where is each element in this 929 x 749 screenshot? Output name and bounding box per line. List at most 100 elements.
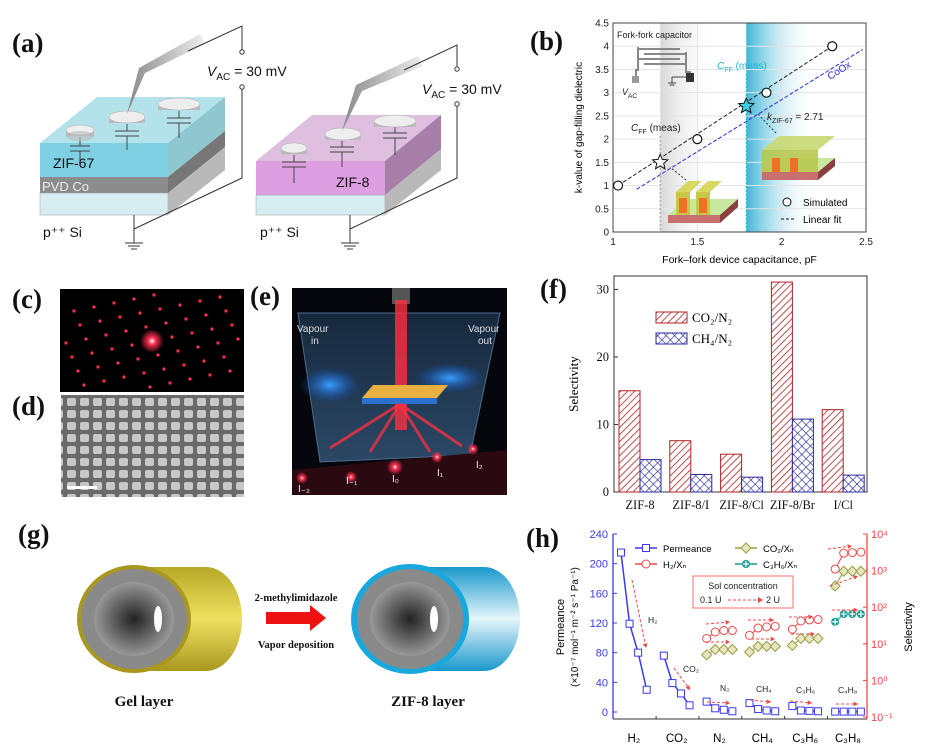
x-tick-label: 2: [779, 237, 785, 248]
diffraction-spot: [72, 309, 76, 313]
diffraction-spot: [188, 377, 192, 381]
diffraction-spot: [178, 303, 182, 307]
gel-layer-tube: [77, 565, 242, 673]
sol-concentration-box: Sol concentration 0.1 U 2 U: [692, 575, 794, 609]
electrode-disks: [280, 114, 417, 154]
data-point-cross: [849, 611, 856, 618]
trend-arrowhead: [853, 575, 858, 580]
data-point: [788, 702, 797, 711]
diffraction-spot: [230, 323, 234, 327]
diffraction-spot: [142, 371, 146, 375]
diffraction-spot: [132, 297, 136, 301]
data-point: [786, 639, 799, 652]
series-line: [706, 701, 733, 712]
series-line: [834, 570, 861, 587]
inset-title: Fork-fork capacitor: [617, 30, 692, 40]
vapour-out-label: Vapour out: [468, 324, 500, 347]
legend-label: CO₂/N₂: [692, 310, 732, 325]
zif67-label: ZIF-67: [53, 155, 94, 171]
diffraction-spot: [130, 343, 134, 347]
diffraction-spot: [90, 351, 94, 355]
y-tick-label: 3.5: [595, 65, 609, 76]
nanostructure-inset-conformal: [762, 136, 835, 180]
y-tick-label: 40: [596, 677, 608, 689]
data-point: [728, 707, 737, 716]
trend-arrow: [673, 667, 691, 691]
sample-substrate: [362, 398, 437, 404]
gas-annotation: H₂: [648, 615, 657, 625]
data-point: [839, 707, 848, 716]
diffraction-spot: [92, 305, 96, 309]
diffraction-spot: [210, 327, 214, 331]
pvd-co-layer: [40, 177, 168, 193]
diffraction-spot: [190, 331, 194, 335]
zif8-label: ZIF-8: [336, 174, 370, 190]
x-tick-label: C₃H₆: [792, 733, 818, 745]
y-tick-label: 160: [590, 588, 608, 600]
arrow-top-label: 2-methylimidazole: [255, 593, 338, 604]
pointer-arrow: [669, 166, 687, 181]
y-tick-label: 4.5: [595, 19, 609, 30]
trend-arrowhead: [725, 700, 730, 706]
arrowhead-icon: [758, 597, 763, 603]
electrode-disks: [65, 97, 201, 141]
zif8-caption: ZIF-8 layer: [391, 694, 465, 710]
data-point: [856, 707, 865, 716]
diffraction-spot: [236, 337, 240, 341]
nanostructure-inset-rough: [668, 181, 738, 223]
data-point: [812, 632, 824, 645]
data-point: [659, 651, 668, 660]
data-point: [634, 648, 643, 657]
legend-label: C₃H₆/Xₙ: [763, 560, 797, 571]
data-point: [625, 619, 634, 628]
legend-swatch: [655, 332, 688, 345]
series-line: [834, 551, 861, 570]
series-line: [749, 702, 776, 713]
x-tick-label: C₃H₈: [835, 733, 861, 745]
data-point: [856, 547, 866, 557]
diffraction-spot: [144, 325, 148, 329]
zif67-layer: [40, 143, 168, 177]
zif8-layer: [256, 161, 385, 195]
x-tick-label: ZIF-8/Br: [770, 498, 816, 512]
diffraction-spot: [112, 301, 116, 305]
diffraction-orders: [296, 443, 479, 484]
data-point: [803, 632, 816, 645]
diffraction-spot: [218, 295, 222, 299]
diffraction-spot: [198, 299, 202, 303]
series-line: [663, 655, 691, 706]
gas-annotations: H₂ CO₂ N₂ CH₄ C₃H₆ C₄H₈: [648, 615, 858, 695]
data-point-cross: [840, 611, 847, 618]
order-label: I₁: [437, 468, 444, 479]
data-point: [769, 640, 781, 653]
order-label: I₂: [476, 460, 483, 471]
order-labels: I₋₂ I₋₁ I₀ I₁ I₂: [298, 460, 483, 495]
legend-marker: [740, 542, 752, 554]
y-axis-title: Selectivity: [566, 356, 581, 412]
data-point: [642, 685, 651, 694]
data-point: [760, 640, 773, 653]
data-point: [787, 624, 797, 634]
diffraction-spot: [164, 321, 168, 325]
trend-arrowhead: [770, 636, 775, 642]
simulated-point: [612, 180, 624, 191]
trend-arrowhead: [847, 544, 852, 549]
bar-ch4-n2: [639, 459, 662, 493]
y-tick-label: 200: [590, 559, 608, 571]
legend-label: Permeance: [663, 544, 712, 555]
chart-h: 0 40 80 120 160 200 240 10⁻¹ 10⁰ 10¹ 10² 10³ 10⁴ H₂ CO…: [555, 529, 915, 745]
diffraction-spot: [208, 373, 212, 377]
si-substrate: [39, 192, 169, 216]
data-point: [745, 630, 754, 640]
data-point: [711, 704, 720, 713]
bar-co2-n2: [618, 390, 641, 493]
circuit-wires: [125, 25, 245, 250]
x-axis-title: Fork–fork device capacitance, pF: [662, 254, 817, 266]
gas-annotation: CO₂: [683, 664, 699, 674]
film-side: [385, 115, 441, 195]
data-point: [700, 649, 713, 661]
diffraction-spot: [64, 341, 68, 345]
panel-c: (c): [12, 284, 244, 392]
y-axis-title: k-value of gap-filling dielectric: [574, 62, 585, 193]
